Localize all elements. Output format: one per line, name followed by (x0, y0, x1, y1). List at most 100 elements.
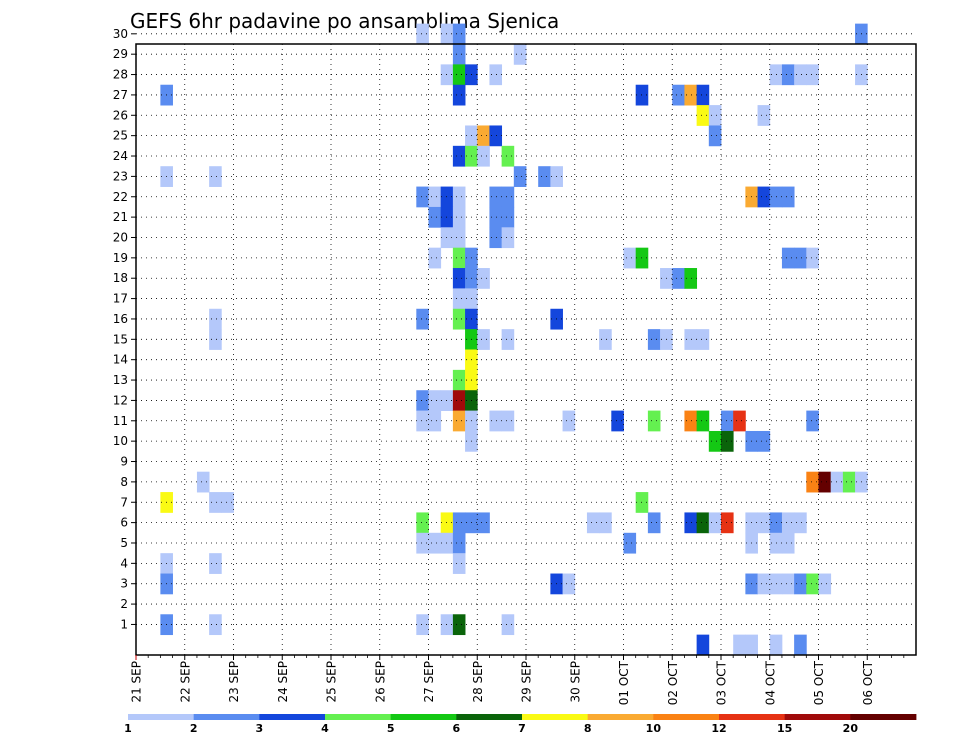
colorbar-swatch (390, 714, 457, 720)
heatmap-cell (708, 512, 722, 534)
heatmap-cell (611, 410, 624, 432)
y-tick-label: 15 (113, 332, 128, 346)
heatmap-cell (209, 329, 222, 350)
colorbar-swatch (325, 714, 392, 720)
heatmap-cell (721, 512, 734, 534)
x-tick-label: 27 SEP (422, 661, 436, 703)
x-tick-label: 23 SEP (227, 661, 241, 703)
colorbar-swatch (259, 714, 326, 720)
colorbar-label: 1 (124, 722, 132, 735)
x-tick-label: 05 OCT (812, 660, 826, 705)
colorbar-label: 12 (711, 722, 726, 735)
colorbar-swatch (850, 714, 917, 720)
heatmap-cell (538, 166, 551, 187)
heatmap-cell (501, 329, 515, 350)
heatmap-cell (806, 410, 819, 432)
y-tick-label: 26 (113, 108, 128, 122)
heatmap-cell (757, 186, 771, 208)
heatmap-cell (794, 512, 807, 534)
y-tick-label: 6 (120, 516, 128, 530)
heatmap-cell (209, 553, 222, 574)
heatmap-cell (452, 186, 466, 208)
heatmap-cell (708, 125, 722, 147)
heatmap-cell (452, 553, 466, 574)
x-tick-label: 02 OCT (666, 660, 680, 705)
colorbar-swatch (128, 714, 195, 720)
heatmap-cell (221, 492, 234, 513)
y-tick-label: 17 (113, 292, 128, 306)
x-tick-label: 22 SEP (178, 661, 192, 703)
heatmap-cell (196, 471, 210, 493)
heatmap-cell (452, 145, 466, 167)
y-tick-label: 3 (120, 577, 128, 591)
y-tick-label: 4 (120, 556, 128, 570)
heatmap-cell (562, 410, 576, 432)
colorbar-label: 3 (256, 722, 264, 735)
y-axis: 1234567891011121314151617181920212223242… (113, 27, 136, 631)
colorbar-swatch (456, 714, 523, 720)
heatmap-cell (452, 614, 466, 636)
heatmap-cell (452, 532, 466, 554)
heatmap-cell (781, 186, 795, 208)
heatmap-cell (452, 247, 466, 269)
colorbar-swatch (784, 714, 851, 720)
x-tick-label: 01 OCT (617, 660, 631, 705)
colorbar-label: 20 (843, 722, 859, 735)
heatmap-cell (513, 44, 527, 65)
heatmap-cell (818, 573, 832, 595)
heatmap-cell (696, 105, 710, 126)
heatmap-cell (452, 268, 466, 289)
heatmap-cell (452, 308, 466, 330)
y-tick-label: 11 (113, 414, 128, 428)
heatmap-cell (428, 390, 442, 411)
chart-title: GEFS 6hr padavine po ansamblima Sjenica (130, 9, 559, 33)
heatmap-cell (757, 430, 771, 452)
heatmap-cell (806, 573, 819, 595)
colorbar-label: 8 (584, 722, 592, 735)
heatmap-cell (794, 247, 807, 269)
x-axis: 21 SEP 22 SEP 23 SEP 24 SEP 25 SEP 26 SEP 27 S… (130, 655, 905, 705)
heatmap-cell (428, 410, 442, 432)
heatmap-cell (647, 329, 661, 350)
y-tick-label: 20 (113, 230, 128, 244)
colorbar-label: 4 (321, 722, 329, 735)
heatmap-cell (489, 125, 503, 147)
heatmap-cell (501, 227, 515, 249)
heatmap-cell (781, 247, 795, 269)
y-tick-label: 7 (120, 495, 128, 509)
y-tick-label: 5 (120, 536, 128, 550)
heatmap-cell (721, 410, 734, 432)
heatmap-cell (684, 268, 698, 289)
x-tick-label: 21 SEP (130, 661, 144, 703)
heatmap-cell (599, 512, 612, 534)
heatmap-cell (696, 84, 710, 106)
grid-lines (136, 33, 916, 655)
heatmap-cell (452, 288, 466, 310)
x-tick-label: 04 OCT (763, 660, 777, 705)
heatmap-cell (842, 471, 856, 493)
heatmap-cell (452, 44, 466, 65)
colorbar-swatch (522, 714, 589, 720)
heatmap-cell (501, 614, 515, 636)
y-tick-label: 14 (113, 353, 128, 367)
x-tick-label: 25 SEP (325, 661, 339, 703)
heatmap-cell (209, 492, 222, 513)
heatmap-cell (428, 186, 442, 208)
heatmap-cell (757, 573, 771, 595)
y-tick-label: 13 (113, 373, 128, 387)
x-tick-label: 03 OCT (715, 660, 729, 705)
x-tick-label: 24 SEP (276, 661, 290, 703)
colorbar-label: 7 (518, 722, 526, 735)
heatmap-cell (745, 634, 758, 656)
heatmap-cell (684, 329, 698, 350)
heatmap-cell (489, 186, 503, 208)
heatmap-cell (416, 532, 429, 554)
heatmap-cell (794, 64, 807, 86)
heatmap-cell (562, 573, 576, 595)
colorbar-legend: 1 2 3 4 5 6 7 8 10 12 15 20 (124, 714, 917, 735)
y-tick-label: 9 (120, 455, 128, 469)
heatmap-cell (416, 308, 429, 330)
y-tick-label: 12 (113, 393, 128, 407)
y-tick-label: 25 (113, 129, 128, 143)
heatmap-cell (684, 512, 698, 534)
